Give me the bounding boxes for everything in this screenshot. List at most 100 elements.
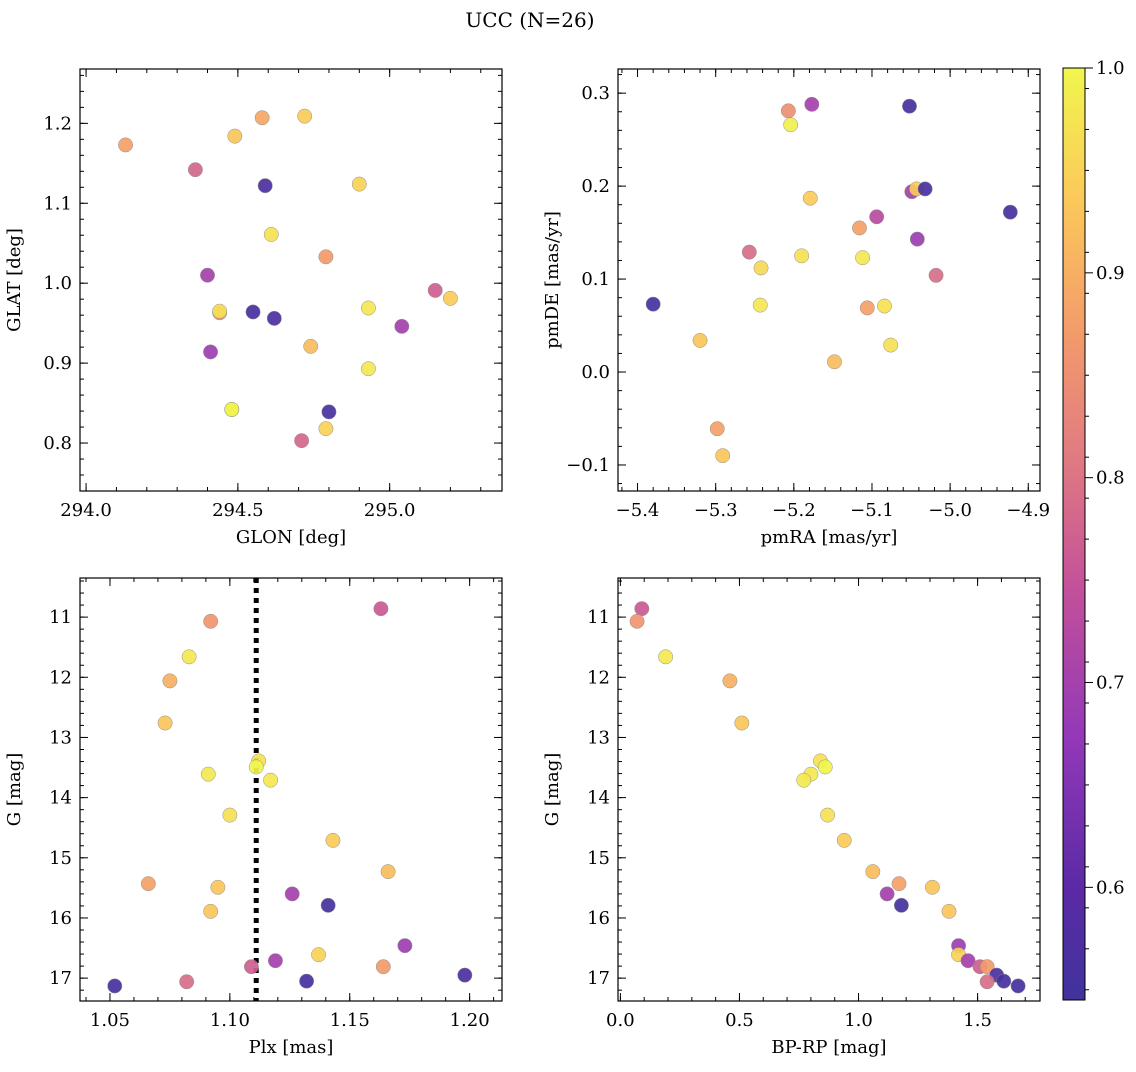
color-magnitude-panel: 0.0 0.5 1.0 1.5 11 12 13 14 15 16 17 BP-RP [mag] G […: [542, 577, 1041, 1058]
scatter-point: [658, 649, 674, 665]
scatter-point: [783, 117, 799, 133]
y-tick-label: 1.0: [43, 273, 72, 294]
scatter-point: [284, 886, 300, 902]
x-axis-label: pmRA [mas/yr]: [761, 527, 898, 548]
x-axis-label: BP-RP [mag]: [771, 1037, 886, 1058]
x-tick-label: 1.5: [963, 1010, 992, 1031]
scatter-point: [442, 290, 458, 306]
scatter-point: [210, 879, 226, 895]
scatter-point: [859, 300, 875, 316]
y-tick-label: 0.3: [581, 83, 610, 104]
axes-frame: [617, 577, 1041, 1002]
scatter-point: [318, 249, 334, 265]
scatter-point: [1002, 204, 1018, 220]
x-tick-label: −5.2: [772, 500, 816, 521]
y-tick-label: 12: [49, 667, 72, 688]
y-tick-label: 11: [49, 607, 72, 628]
scatter-point: [325, 832, 341, 848]
scatter-point: [909, 231, 925, 247]
scatter-point: [960, 953, 976, 969]
x-tick-label: 1.15: [330, 1010, 370, 1031]
scatter-point: [162, 673, 178, 689]
scatter-point: [457, 967, 473, 983]
y-tick-label: 16: [587, 908, 610, 929]
x-tick-label: −5.4: [616, 500, 660, 521]
y-tick-label: 14: [49, 788, 72, 809]
y-tick-label: 1.1: [43, 193, 72, 214]
scatter-point: [893, 897, 909, 913]
scatter-point: [303, 338, 319, 354]
scatter-point: [224, 402, 240, 417]
scatter-point: [836, 832, 852, 848]
scatter-point: [203, 903, 219, 919]
colorbar-tick-label: 1.0: [1096, 58, 1125, 79]
y-axis-label: GLAT [deg]: [4, 228, 25, 332]
scatter-point: [263, 772, 279, 788]
scatter-point: [752, 297, 768, 313]
scatter-point: [203, 344, 218, 360]
y-tick-label: 15: [49, 848, 72, 869]
x-tick-label: 295.0: [364, 500, 416, 521]
scatter-point: [299, 973, 315, 989]
scatter-point: [804, 96, 820, 112]
scatter-point: [734, 715, 750, 731]
scatter-point: [820, 807, 836, 823]
scatter-point: [311, 947, 327, 963]
scatter-point: [722, 673, 738, 689]
x-tick-label: 0.0: [606, 1010, 635, 1031]
scatter-point: [715, 448, 731, 464]
y-tick-label: 0.0: [581, 362, 610, 383]
scatter-point: [869, 209, 885, 225]
figure-title: UCC (N=26): [465, 8, 594, 32]
x-tick-label: 1.10: [210, 1010, 250, 1031]
scatter-point: [753, 260, 769, 276]
scatter-point: [802, 190, 818, 206]
y-axis-label: pmDE [mas/yr]: [542, 211, 563, 349]
x-tick-label: −5.3: [694, 500, 738, 521]
scatter-point: [979, 974, 995, 990]
y-tick-label: 0.9: [43, 353, 72, 374]
scatter-point: [266, 310, 282, 326]
axes-frame: [79, 68, 503, 492]
scatter-point: [360, 361, 376, 377]
scatter-point: [883, 337, 899, 353]
y-tick-label: 0.1: [581, 269, 610, 290]
scatter-point: [157, 715, 173, 731]
scatter-point: [257, 178, 273, 194]
x-axis-label: GLON [deg]: [236, 527, 346, 548]
axes-frame: [617, 68, 1041, 492]
y-axis-label: G [mag]: [542, 753, 563, 826]
scatter-point: [941, 903, 957, 919]
y-tick-label: 16: [49, 908, 72, 929]
colorbar-gradient: [1062, 67, 1086, 1001]
x-tick-label: 1.05: [90, 1010, 130, 1031]
y-tick-label: 11: [587, 607, 610, 628]
scatter-point: [254, 110, 270, 126]
scatter-point: [924, 879, 940, 895]
scatter-point: [181, 649, 197, 665]
scatter-point: [865, 864, 881, 880]
scatter-point: [996, 973, 1012, 989]
glon-glat-points: [118, 108, 458, 449]
scatter-point: [692, 332, 708, 348]
colorbar-tick-label: 0.8: [1096, 468, 1125, 489]
pmra-pmde-panel: −5.4 −5.3 −5.2 −5.1 −5.0 −4.9 −0.1 0.0 0.1 0.2 0.3…: [542, 68, 1050, 548]
x-tick-label: 0.5: [725, 1010, 754, 1031]
scatter-point: [373, 601, 389, 617]
scatter-point: [852, 220, 867, 236]
scatter-point: [397, 938, 413, 954]
scatter-point: [179, 974, 195, 990]
glon-glat-panel: 294.0 294.5 295.0 0.8 0.9 1.0 1.1 1.2 GLON [deg]…: [4, 68, 503, 548]
scatter-point: [294, 433, 310, 449]
x-tick-label: 1.0: [844, 1010, 873, 1031]
y-tick-label: 12: [587, 667, 610, 688]
scatter-point: [427, 282, 443, 298]
y-axis-label: G [mag]: [4, 753, 25, 826]
scatter-point: [107, 978, 123, 994]
scatter-point: [222, 807, 238, 823]
scatter-point: [780, 103, 796, 119]
x-tick-label: −4.9: [1006, 500, 1050, 521]
scatter-point: [318, 421, 334, 437]
x-axis-label: Plx [mas]: [249, 1037, 334, 1058]
